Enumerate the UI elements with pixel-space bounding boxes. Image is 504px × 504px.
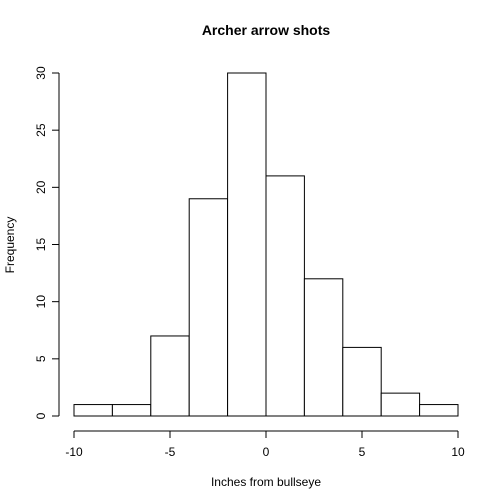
x-tick-label-2: 0 xyxy=(263,445,270,459)
x-tick-label-3: 5 xyxy=(359,445,366,459)
histogram-bar-2 xyxy=(150,335,190,417)
y-tick-label-4: 20 xyxy=(34,180,48,194)
x-tick-label-1: -5 xyxy=(165,445,176,459)
histogram-bar-9 xyxy=(419,404,459,417)
y-tick-label-0: 0 xyxy=(34,412,48,419)
x-tick-label-4: 10 xyxy=(451,445,465,459)
y-tick-label-6: 30 xyxy=(34,66,48,80)
histogram-bar-8 xyxy=(380,392,421,417)
y-tick-label-2: 10 xyxy=(34,295,48,309)
x-axis-label: Inches from bullseye xyxy=(211,475,321,489)
x-tick-label-0: -10 xyxy=(65,445,83,459)
chart-title: Archer arrow shots xyxy=(202,22,331,38)
x-axis: -10 -5 0 5 10 xyxy=(65,430,465,459)
histogram-bar-7 xyxy=(342,346,382,417)
histogram-bar-5 xyxy=(265,175,305,417)
y-tick-label-3: 15 xyxy=(34,238,48,252)
y-tick-label-5: 25 xyxy=(34,123,48,137)
histogram-bar-0 xyxy=(73,404,113,417)
y-axis-label: Frequency xyxy=(3,217,17,274)
histogram-bar-4 xyxy=(227,72,267,417)
histogram-bar-6 xyxy=(303,278,344,417)
bars-group xyxy=(73,72,459,417)
y-tick-label-1: 5 xyxy=(34,355,48,362)
y-axis: 0 5 10 15 20 25 30 xyxy=(34,66,60,419)
histogram-bar-3 xyxy=(188,198,229,417)
histogram-bar-1 xyxy=(111,404,152,417)
